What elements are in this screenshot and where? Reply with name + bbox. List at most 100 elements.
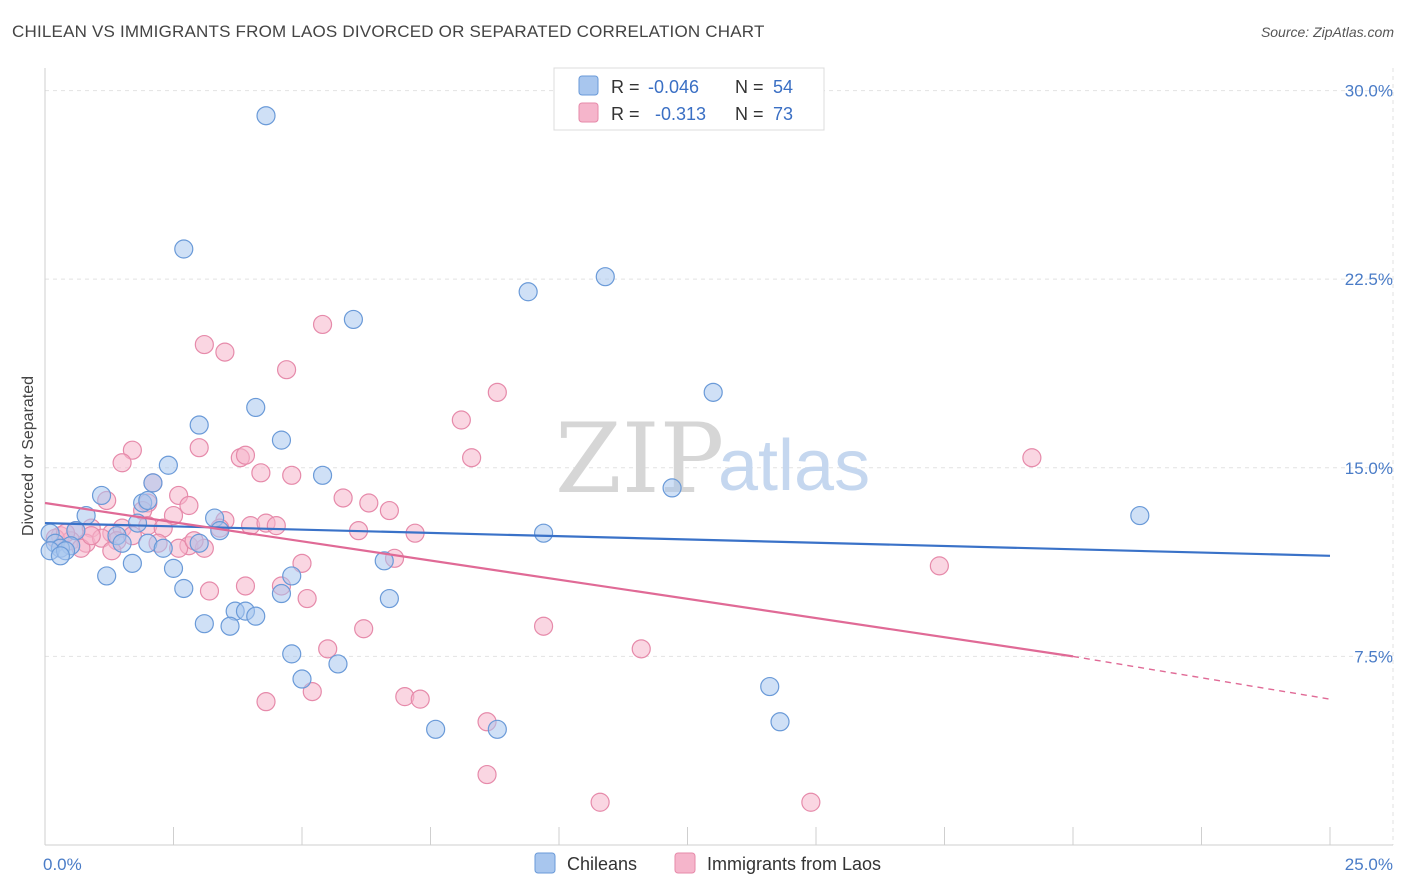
watermark-atlas: atlas	[718, 426, 870, 506]
chileans-point	[271, 583, 292, 604]
laos-point	[451, 410, 471, 430]
series-laos-points	[45, 314, 1042, 812]
chileans-point	[143, 473, 163, 493]
laos-point	[929, 556, 949, 576]
laos-point	[163, 505, 184, 526]
bottom-legend-chileans: Chileans	[567, 854, 637, 874]
bottom-legend-swatch-laos	[674, 852, 696, 874]
chileans-point	[271, 430, 292, 450]
chileans-point	[153, 538, 173, 558]
laos-point	[801, 792, 821, 812]
chileans-point	[595, 267, 615, 287]
chileans-point	[220, 616, 240, 636]
bottom-legend-laos: Immigrants from Laos	[707, 854, 881, 874]
chileans-point	[91, 485, 112, 506]
y-tick-label: 7.5%	[1354, 647, 1393, 666]
chileans-point	[328, 654, 348, 674]
chileans-point	[189, 415, 209, 435]
chileans-point	[163, 558, 184, 578]
chileans-point	[518, 282, 538, 302]
legend-r-value: -0.313	[655, 104, 706, 124]
chileans-point	[1130, 505, 1150, 526]
laos-point	[302, 681, 322, 702]
chileans-point	[174, 578, 194, 599]
laos-point	[312, 314, 333, 335]
laos-point	[282, 465, 302, 485]
source-label: Source: ZipAtlas.com	[1260, 24, 1394, 40]
bottom-legend-swatch-chileans	[534, 852, 556, 874]
laos-point	[533, 616, 554, 636]
laos-point	[477, 764, 497, 785]
grid-lines	[45, 68, 1394, 845]
y-tick-label: 15.0%	[1345, 459, 1393, 478]
chileans-point	[533, 523, 554, 543]
legend-r-label: R =	[611, 77, 640, 97]
watermark-zip: ZIP	[555, 403, 724, 515]
legend-swatch-laos	[578, 102, 599, 123]
legend-r-value: -0.046	[648, 77, 699, 97]
laos-point	[235, 445, 256, 465]
x-tick-label: 25.0%	[1345, 855, 1393, 874]
chileans-point	[97, 566, 117, 586]
laos-point	[410, 689, 430, 709]
axes	[44, 68, 1393, 846]
legend-n-label: N =	[735, 104, 764, 124]
laos-point	[179, 495, 199, 516]
laos-point	[379, 500, 399, 521]
y-axis-label: Divorced or Separated	[20, 376, 37, 536]
laos-point	[333, 488, 353, 508]
laos-point	[297, 588, 317, 609]
chileans-point	[312, 465, 333, 485]
legend-box	[553, 67, 825, 131]
y-tick-label: 30.0%	[1345, 82, 1393, 101]
top-legend: R = -0.046 N = 54 R = -0.313 N = 73	[553, 67, 825, 131]
laos-point	[266, 516, 286, 536]
chileans-point	[770, 712, 790, 732]
y-tick-label: 22.5%	[1345, 270, 1393, 289]
laos-trend-extension	[1072, 655, 1331, 700]
laos-point	[276, 360, 297, 380]
chileans-point	[50, 546, 71, 566]
chileans-trend-line	[44, 522, 1331, 557]
legend-r-label: R =	[611, 104, 640, 124]
laos-point	[122, 440, 142, 460]
chileans-point	[379, 588, 399, 609]
laos-trend-line	[44, 501, 1074, 658]
chileans-point	[246, 606, 266, 626]
laos-point	[318, 639, 338, 659]
legend-n-value: 54	[773, 77, 793, 97]
chileans-point	[292, 669, 312, 689]
bottom-legend: Chileans Immigrants from Laos	[534, 852, 881, 874]
chart-title: CHILEAN VS IMMIGRANTS FROM LAOS DIVORCED…	[12, 22, 765, 41]
laos-point	[199, 581, 220, 601]
chileans-point	[122, 553, 142, 573]
x-tick-labels: 0.0% 25.0%	[43, 855, 1393, 874]
chileans-point	[703, 382, 723, 402]
chileans-point	[194, 614, 214, 634]
series-chileans-points	[40, 106, 1150, 739]
chileans-point	[760, 676, 780, 697]
laos-point	[235, 576, 256, 596]
laos-point	[251, 463, 271, 483]
laos-point	[189, 438, 209, 458]
chileans-point	[112, 533, 132, 553]
watermark: ZIP atlas	[555, 403, 870, 515]
chileans-point	[374, 551, 394, 571]
laos-point	[590, 792, 610, 812]
chileans-point	[256, 106, 276, 126]
laos-point	[1022, 448, 1042, 468]
laos-point	[462, 448, 482, 468]
chileans-point	[158, 455, 178, 475]
chileans-point	[282, 566, 302, 586]
laos-point	[359, 493, 379, 513]
laos-point	[631, 639, 651, 659]
trend-lines	[44, 501, 1331, 700]
y-tick-labels: 7.5% 15.0% 22.5% 30.0%	[1345, 82, 1393, 667]
chileans-point	[282, 644, 302, 664]
chileans-point	[174, 239, 194, 259]
laos-point	[112, 453, 132, 473]
laos-point	[292, 553, 312, 573]
laos-point	[215, 342, 235, 362]
chileans-point	[487, 719, 507, 739]
chileans-point	[343, 309, 363, 330]
